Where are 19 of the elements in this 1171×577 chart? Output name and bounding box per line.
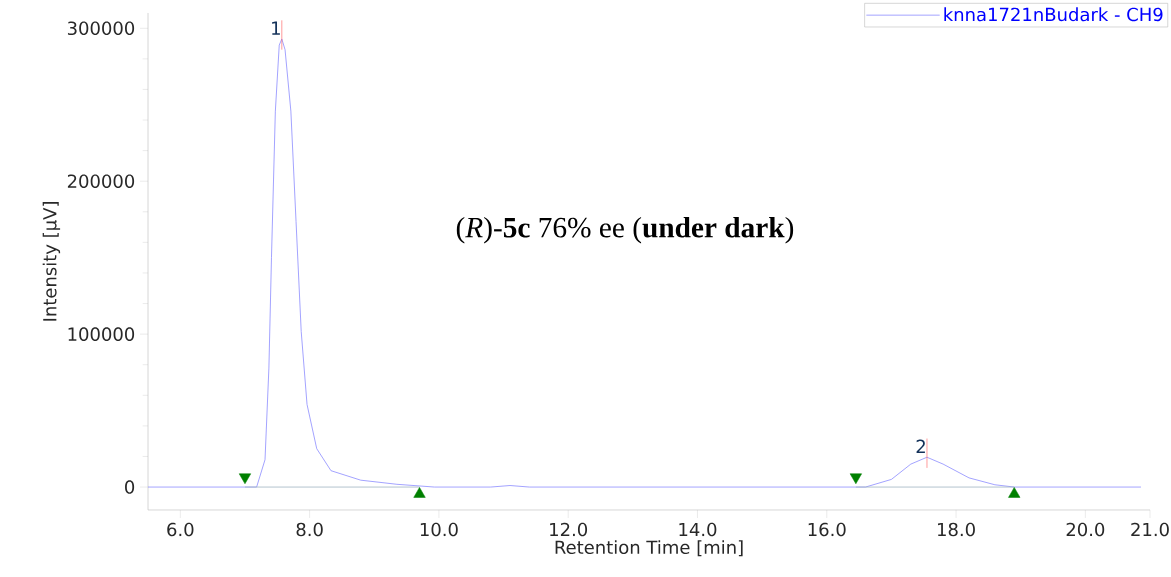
- legend-label: knna1721nBudark - CH9: [944, 7, 1163, 22]
- annotation: 2: [916, 439, 925, 453]
- x-tick-label: 21.0: [1131, 522, 1169, 537]
- y-tick-label: 200000: [67, 174, 135, 189]
- y-tick-label: 300000: [67, 21, 135, 36]
- x-tick-label: 10.0: [420, 522, 458, 537]
- y-tick-label: 100000: [68, 327, 135, 341]
- annotation: 1: [272, 21, 280, 35]
- annotation: (R)-5c 76% ee (under dark): [456, 216, 794, 244]
- x-tick-label: 14.0: [679, 522, 717, 537]
- x-tick-label: 12.0: [550, 522, 588, 537]
- y-tick-label: 0: [125, 480, 135, 494]
- x-tick-label: 8.0: [296, 522, 323, 537]
- x-tick-label: 6.0: [167, 522, 194, 537]
- y-axis-title: Intensity [µV]: [42, 202, 61, 321]
- x-tick-label: 16.0: [808, 522, 846, 537]
- x-tick-label: 18.0: [938, 522, 975, 537]
- x-tick-label: 20.0: [1066, 522, 1105, 537]
- x-axis-title: Retention Time [min]: [555, 540, 743, 557]
